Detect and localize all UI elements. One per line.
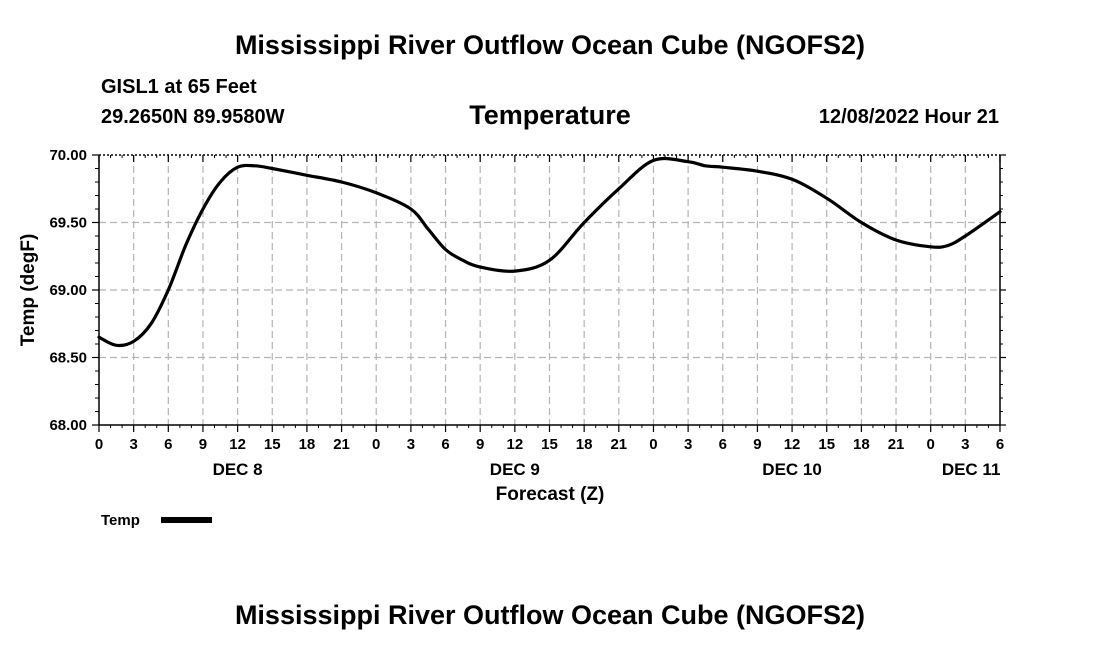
x-axis-label: Forecast (Z)	[496, 484, 605, 505]
axes: 0 3 6 9 12 15 18 21 0 3 6 9 12 15 18 21 0 3 6 9 12 15 18 21 0 3 6 6…	[49, 147, 1006, 479]
forecast-datetime: 12/08/2022 Hour 21	[818, 106, 999, 128]
day-label: DEC 8	[213, 460, 263, 479]
day-label: DEC 9	[490, 460, 540, 479]
x-tick-label: 3	[684, 436, 692, 453]
x-tick-label: 0	[372, 436, 380, 453]
series-layer	[97, 156, 1002, 348]
day-label: DEC 11	[942, 460, 1001, 479]
x-tick-label: 9	[753, 436, 761, 453]
station-label: GISL1 at 65 Feet	[101, 76, 257, 98]
legend-swatch-temp	[161, 517, 212, 523]
x-tick-label: 15	[541, 436, 558, 453]
y-axis-label: Temp (degF)	[18, 234, 39, 347]
x-tick-label: 18	[299, 436, 316, 453]
grid-lines	[99, 155, 1000, 425]
x-tick-label: 15	[818, 436, 835, 453]
legend-label-temp: Temp	[101, 512, 140, 529]
x-tick-label: 6	[441, 436, 449, 453]
x-tick-label: 15	[264, 436, 281, 453]
axis-labels: Forecast (Z) Temp (degF)	[18, 234, 604, 505]
x-tick-label: 12	[507, 436, 524, 453]
x-tick-label: 3	[407, 436, 415, 453]
x-tick-label: 6	[719, 436, 727, 453]
station-coordinates: 29.2650N 89.9580W	[101, 106, 285, 128]
x-tick-label: 9	[476, 436, 484, 453]
parameter-title: Temperature	[469, 100, 631, 130]
day-label: DEC 10	[762, 460, 822, 479]
y-tick-label: 68.50	[49, 350, 87, 367]
x-tick-label: 12	[784, 436, 801, 453]
x-tick-label: 9	[199, 436, 207, 453]
x-tick-label: 6	[164, 436, 172, 453]
y-tick-label: 68.00	[49, 417, 87, 434]
x-tick-label: 0	[95, 436, 103, 453]
x-tick-label: 0	[927, 436, 935, 453]
footer-title: Mississippi River Outflow Ocean Cube (NG…	[234, 600, 866, 630]
y-tick-label: 70.00	[49, 147, 87, 164]
y-tick-label: 69.00	[49, 282, 87, 299]
series-line-temp	[97, 156, 1002, 348]
x-tick-label: 6	[996, 436, 1004, 453]
x-tick-label: 3	[129, 436, 137, 453]
x-tick-label: 3	[961, 436, 969, 453]
x-tick-label: 12	[229, 436, 246, 453]
legend: Temp	[101, 512, 212, 529]
chart-title: Mississippi River Outflow Ocean Cube (NG…	[234, 30, 866, 60]
temperature-chart: 0 3 6 9 12 15 18 21 0 3 6 9 12 15 18 21 0 3 6 9 12 15 18 21 0 3 6 6…	[18, 147, 1006, 529]
y-tick-label: 69.50	[49, 215, 87, 232]
x-tick-label: 21	[888, 436, 905, 453]
x-tick-label: 18	[576, 436, 593, 453]
x-tick-label: 21	[610, 436, 627, 453]
x-tick-label: 0	[649, 436, 657, 453]
x-tick-label: 18	[853, 436, 870, 453]
x-tick-label: 21	[333, 436, 350, 453]
